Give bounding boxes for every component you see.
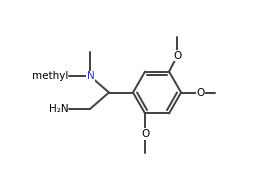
Text: O: O bbox=[173, 51, 181, 60]
Text: O: O bbox=[141, 129, 149, 139]
Text: O: O bbox=[196, 88, 205, 97]
Text: H₂N: H₂N bbox=[49, 104, 68, 114]
Text: methyl: methyl bbox=[32, 71, 68, 81]
Text: N: N bbox=[86, 71, 94, 81]
